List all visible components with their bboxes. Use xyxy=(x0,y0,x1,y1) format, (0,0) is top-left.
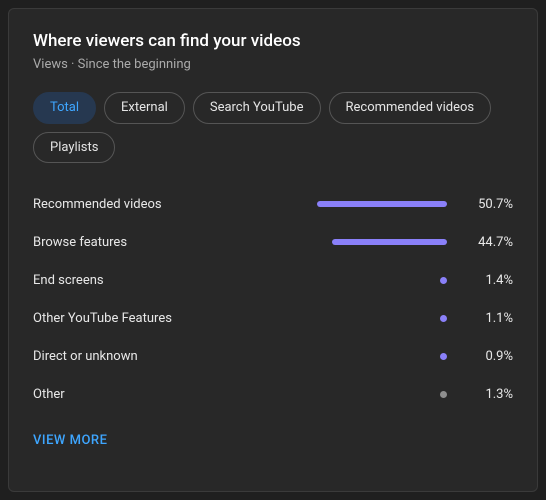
bar-fill xyxy=(440,277,447,284)
row-value: 44.7% xyxy=(459,235,513,250)
bar-fill xyxy=(440,353,447,360)
row-label: Other YouTube Features xyxy=(33,311,233,326)
tab-external[interactable]: External xyxy=(104,92,185,124)
view-more-button[interactable]: VIEW MORE xyxy=(33,429,513,452)
bar-track xyxy=(317,239,447,245)
row-label: End screens xyxy=(33,273,233,288)
tab-search-youtube[interactable]: Search YouTube xyxy=(193,92,321,124)
row-label: Browse features xyxy=(33,235,233,250)
traffic-source-rows: Recommended videos 50.7% Browse features… xyxy=(33,185,513,413)
bar-track xyxy=(317,277,447,283)
row-value: 1.3% xyxy=(459,387,513,402)
row-label: Recommended videos xyxy=(33,197,233,212)
row-value: 50.7% xyxy=(459,197,513,212)
bar-track xyxy=(317,315,447,321)
card-title: Where viewers can find your videos xyxy=(33,31,513,51)
table-row[interactable]: Recommended videos 50.7% xyxy=(33,185,513,223)
table-row[interactable]: Other YouTube Features 1.1% xyxy=(33,299,513,337)
bar-cell xyxy=(233,315,459,321)
row-value: 1.1% xyxy=(459,311,513,326)
tab-recommended-videos[interactable]: Recommended videos xyxy=(329,92,492,124)
card-subtitle: Views · Since the beginning xyxy=(33,57,513,72)
bar-cell xyxy=(233,353,459,359)
tab-playlists[interactable]: Playlists xyxy=(33,132,115,164)
bar-cell xyxy=(233,239,459,245)
bar-fill xyxy=(440,315,447,322)
bar-track xyxy=(317,391,447,397)
bar-fill xyxy=(332,239,447,245)
filter-tabs: Total External Search YouTube Recommende… xyxy=(33,92,513,163)
bar-track xyxy=(317,201,447,207)
row-label: Other xyxy=(33,387,233,402)
row-value: 0.9% xyxy=(459,349,513,364)
bar-fill xyxy=(440,391,447,398)
bar-cell xyxy=(233,391,459,397)
bar-track xyxy=(317,353,447,359)
table-row[interactable]: Other 1.3% xyxy=(33,375,513,413)
traffic-sources-card: Where viewers can find your videos Views… xyxy=(8,8,538,492)
table-row[interactable]: Direct or unknown 0.9% xyxy=(33,337,513,375)
tab-total[interactable]: Total xyxy=(33,92,96,124)
row-value: 1.4% xyxy=(459,273,513,288)
bar-fill xyxy=(317,201,447,207)
row-label: Direct or unknown xyxy=(33,349,233,364)
table-row[interactable]: Browse features 44.7% xyxy=(33,223,513,261)
bar-cell xyxy=(233,277,459,283)
table-row[interactable]: End screens 1.4% xyxy=(33,261,513,299)
bar-cell xyxy=(233,201,459,207)
